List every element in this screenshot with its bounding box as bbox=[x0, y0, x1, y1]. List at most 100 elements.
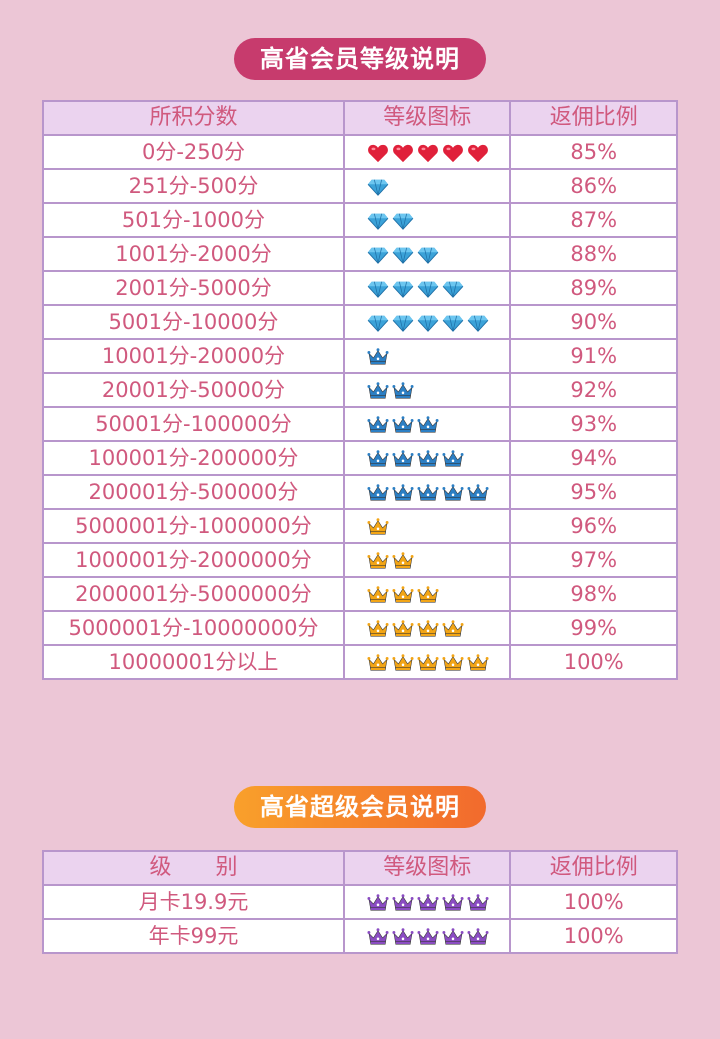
range-cell: 2001分-5000分 bbox=[42, 270, 345, 306]
gold-crown-icon bbox=[392, 619, 414, 639]
level-icons-cell bbox=[342, 168, 512, 204]
table-row: 月卡19.9元 100% bbox=[42, 884, 678, 920]
range-cell: 10000001分以上 bbox=[42, 644, 345, 680]
section2-title: 高省超级会员说明 bbox=[234, 786, 486, 828]
purple-crown-icon bbox=[467, 927, 489, 947]
blue-crown-icon bbox=[392, 483, 414, 503]
purple-crown-icon bbox=[417, 927, 439, 947]
level-icons-cell bbox=[342, 576, 512, 612]
gold-crown-icon bbox=[367, 517, 389, 537]
rate-cell: 87% bbox=[509, 202, 678, 238]
table-row: 0分-250分 85% bbox=[42, 134, 678, 170]
diamond-icon bbox=[392, 313, 414, 333]
diamond-icon bbox=[367, 177, 389, 197]
range-cell: 100001分-200000分 bbox=[42, 440, 345, 476]
range-cell: 501分-1000分 bbox=[42, 202, 345, 238]
rate-cell: 100% bbox=[509, 884, 678, 920]
table-row: 251分-500分 86% bbox=[42, 168, 678, 204]
range-cell: 200001分-500000分 bbox=[42, 474, 345, 510]
level-icons-cell bbox=[342, 304, 512, 340]
range-cell: 1000001分-2000000分 bbox=[42, 542, 345, 578]
table-row: 200001分-500000分 95% bbox=[42, 474, 678, 510]
diamond-icon bbox=[442, 279, 464, 299]
gold-crown-icon bbox=[392, 653, 414, 673]
gold-crown-icon bbox=[367, 619, 389, 639]
table-row: 2001分-5000分 89% bbox=[42, 270, 678, 306]
column-header: 等级图标 bbox=[342, 850, 512, 886]
blue-crown-icon bbox=[367, 415, 389, 435]
diamond-icon bbox=[367, 211, 389, 231]
purple-crown-icon bbox=[442, 927, 464, 947]
header-row: 级 别等级图标 返佣比例 bbox=[42, 850, 678, 886]
rate-cell: 85% bbox=[509, 134, 678, 170]
rate-cell: 100% bbox=[509, 918, 678, 954]
blue-crown-icon bbox=[392, 415, 414, 435]
gold-crown-icon bbox=[417, 653, 439, 673]
column-header: 返佣比例 bbox=[509, 850, 678, 886]
table-row: 1000001分-2000000分 97% bbox=[42, 542, 678, 578]
heart-icon bbox=[417, 143, 439, 163]
rate-cell: 99% bbox=[509, 610, 678, 646]
level-icons-cell bbox=[342, 610, 512, 646]
gold-crown-icon bbox=[417, 619, 439, 639]
rate-cell: 100% bbox=[509, 644, 678, 680]
table-row: 501分-1000分 87% bbox=[42, 202, 678, 238]
level-icons-cell bbox=[342, 338, 512, 374]
table-row: 5000001分-10000000分 99% bbox=[42, 610, 678, 646]
section1-title: 高省会员等级说明 bbox=[234, 38, 486, 80]
blue-crown-icon bbox=[417, 483, 439, 503]
blue-crown-icon bbox=[417, 449, 439, 469]
range-cell: 年卡99元 bbox=[42, 918, 345, 954]
range-cell: 20001分-50000分 bbox=[42, 372, 345, 408]
gold-crown-icon bbox=[467, 653, 489, 673]
range-cell: 50001分-100000分 bbox=[42, 406, 345, 442]
level-icons-cell bbox=[342, 440, 512, 476]
range-cell: 5000001分-1000000分 bbox=[42, 508, 345, 544]
level-icons-cell bbox=[342, 474, 512, 510]
rate-cell: 92% bbox=[509, 372, 678, 408]
blue-crown-icon bbox=[367, 483, 389, 503]
heart-icon bbox=[367, 143, 389, 163]
blue-crown-icon bbox=[392, 449, 414, 469]
table-row: 2000001分-5000000分 98% bbox=[42, 576, 678, 612]
gold-crown-icon bbox=[367, 653, 389, 673]
column-header: 所积分数 bbox=[42, 100, 345, 136]
range-cell: 2000001分-5000000分 bbox=[42, 576, 345, 612]
purple-crown-icon bbox=[392, 927, 414, 947]
heart-icon bbox=[467, 143, 489, 163]
member-level-table: 所积分数 等级图标 返佣比例 0分-250分 85% 251分-500分 86% 501分-1… bbox=[42, 100, 678, 680]
rate-cell: 88% bbox=[509, 236, 678, 272]
level-icons-cell bbox=[342, 372, 512, 408]
level-icons-cell bbox=[342, 270, 512, 306]
rate-cell: 96% bbox=[509, 508, 678, 544]
gold-crown-icon bbox=[442, 619, 464, 639]
purple-crown-icon bbox=[367, 893, 389, 913]
heart-icon bbox=[392, 143, 414, 163]
gold-crown-icon bbox=[417, 585, 439, 605]
blue-crown-icon bbox=[442, 449, 464, 469]
rate-cell: 91% bbox=[509, 338, 678, 374]
header-row: 所积分数 等级图标 返佣比例 bbox=[42, 100, 678, 136]
rate-cell: 93% bbox=[509, 406, 678, 442]
level-icons-cell bbox=[342, 644, 512, 680]
table-row: 10000001分以上 100% bbox=[42, 644, 678, 680]
table-row: 1001分-2000分 88% bbox=[42, 236, 678, 272]
heart-icon bbox=[442, 143, 464, 163]
level-icons-cell bbox=[342, 202, 512, 238]
rate-cell: 94% bbox=[509, 440, 678, 476]
rate-cell: 95% bbox=[509, 474, 678, 510]
range-cell: 5001分-10000分 bbox=[42, 304, 345, 340]
level-icons-cell bbox=[342, 508, 512, 544]
level-icons-cell bbox=[342, 884, 512, 920]
column-header: 等级图标 bbox=[342, 100, 512, 136]
table-row: 100001分-200000分 94% bbox=[42, 440, 678, 476]
rate-cell: 97% bbox=[509, 542, 678, 578]
diamond-icon bbox=[467, 313, 489, 333]
diamond-icon bbox=[442, 313, 464, 333]
rate-cell: 98% bbox=[509, 576, 678, 612]
blue-crown-icon bbox=[392, 381, 414, 401]
gold-crown-icon bbox=[367, 551, 389, 571]
purple-crown-icon bbox=[417, 893, 439, 913]
range-cell: 5000001分-10000000分 bbox=[42, 610, 345, 646]
diamond-icon bbox=[367, 313, 389, 333]
